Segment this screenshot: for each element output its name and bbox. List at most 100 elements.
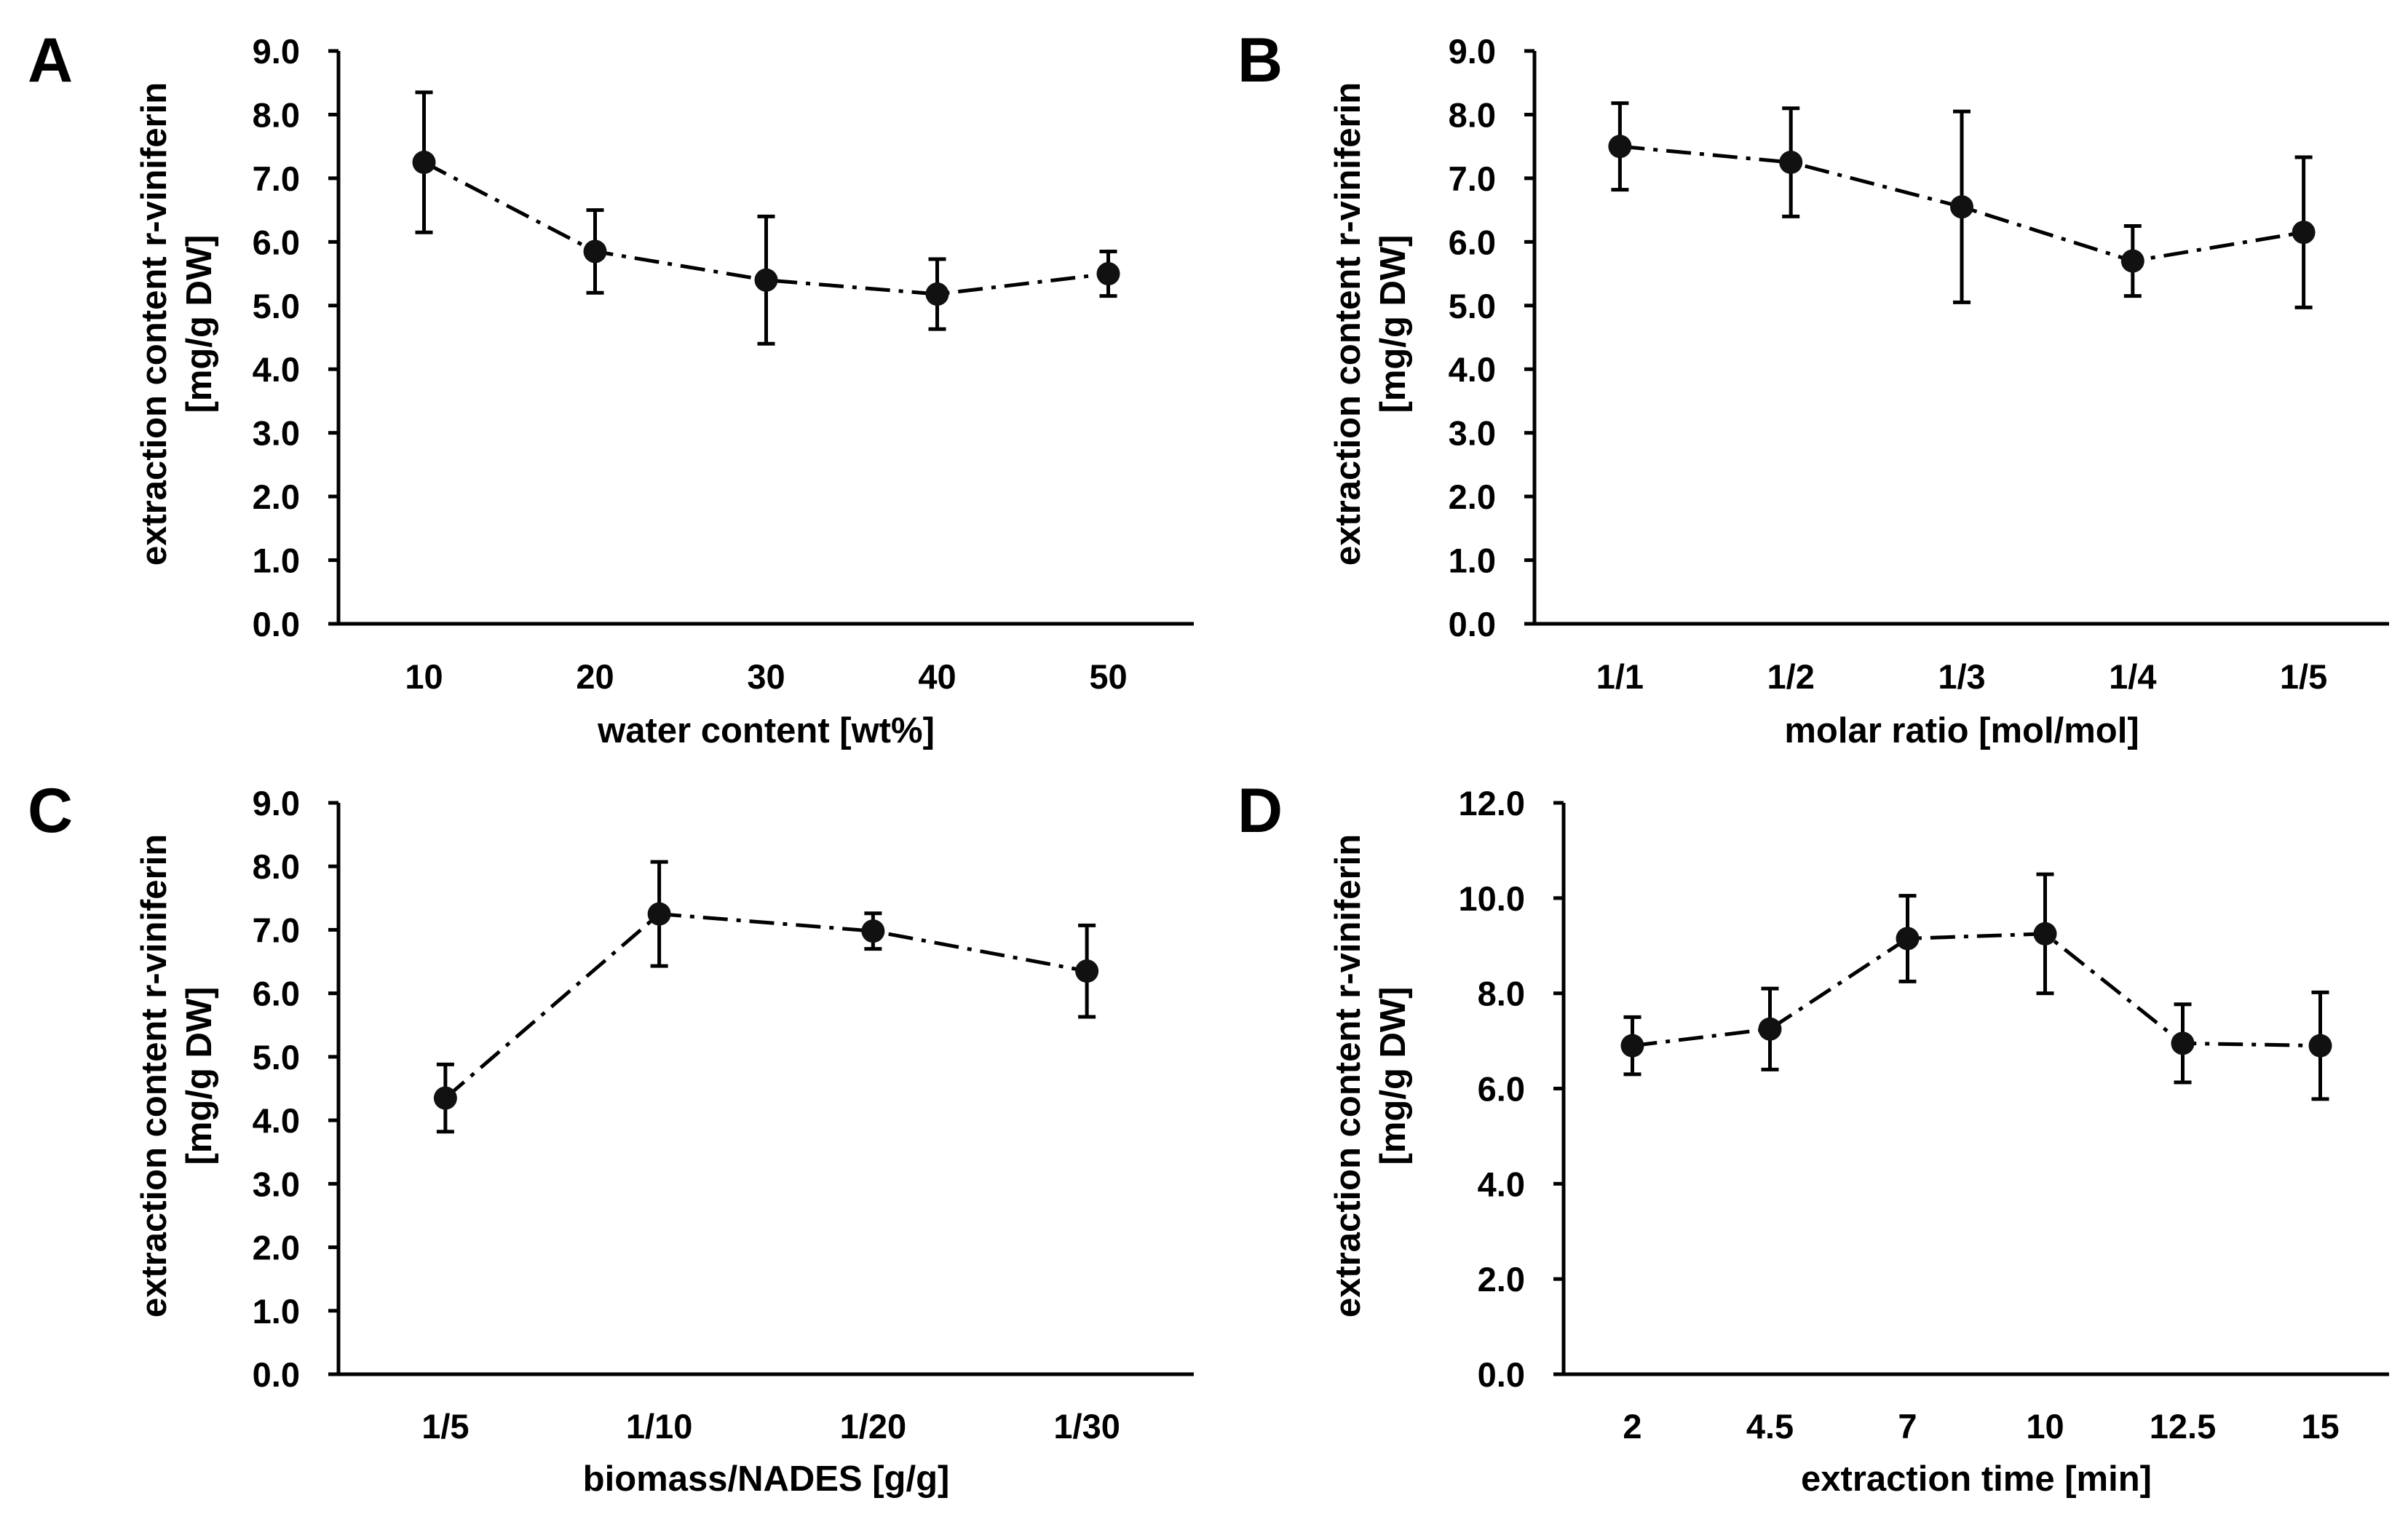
series-line [1632,932,2321,1048]
y-tick-label: 2.0 [1478,1260,1525,1299]
series-line [444,912,1088,1100]
y-tick-label: 12.0 [1459,784,1525,823]
y-axis-title-line: extraction content r-viniferin [135,82,174,566]
data-point [2033,921,2057,946]
x-tick-label: 7 [1898,1407,1917,1446]
data-point [2171,1031,2195,1055]
y-tick-label: 8.0 [253,847,300,886]
x-axis-title: extraction time [min] [1801,1459,2152,1499]
x-tick-label: 1/10 [626,1407,692,1446]
y-tick-label: 0.0 [1449,605,1496,643]
y-tick-label: 4.0 [253,350,300,389]
x-tick-label: 1/4 [2109,657,2156,696]
y-tick-label: 5.0 [1449,287,1496,325]
x-tick-label: 50 [1089,657,1127,696]
data-point [1950,195,1973,219]
x-tick-label: 1/1 [1596,657,1644,696]
y-tick-label: 1.0 [253,542,300,580]
panel-letter: A [28,25,73,95]
data-point [925,282,949,306]
y-tick-label: 10.0 [1459,879,1525,918]
x-tick-label: 40 [918,657,956,696]
data-point [861,919,885,943]
y-tick-label: 2.0 [1449,477,1496,516]
y-tick-label: 4.0 [1478,1165,1525,1203]
y-tick-label: 1.0 [1449,542,1496,580]
y-tick-label: 6.0 [253,223,300,261]
y-tick-label: 7.0 [1449,159,1496,198]
data-point [2292,221,2316,245]
y-tick-label: 6.0 [253,975,300,1013]
x-tick-label: 1/30 [1053,1407,1120,1446]
y-tick-label: 4.0 [253,1101,300,1140]
x-tick-label: 15 [2301,1407,2339,1446]
y-axis-title: extraction content r-viniferin [mg/g DW] [1328,834,1413,1317]
y-tick-label: 0.0 [253,605,300,643]
data-point [1896,927,1920,951]
y-tick-label: 9.0 [253,784,300,823]
y-tick-label: 3.0 [1449,414,1496,453]
x-tick-label: 4.5 [1746,1407,1794,1446]
y-tick-label: 7.0 [253,911,300,949]
y-tick-label: 0.0 [1478,1355,1525,1394]
y-axis-title-line: [mg/g DW] [1374,235,1413,413]
x-tick-label: 1/3 [1938,657,1985,696]
x-tick-label: 1/5 [2280,657,2327,696]
data-point [583,239,607,263]
x-axis-title: biomass/NADES [g/g] [583,1459,950,1499]
y-tick-label: 4.0 [1449,350,1496,389]
y-tick-label: 5.0 [253,287,300,325]
x-axis-title: molar ratio [mol/mol] [1784,711,2139,750]
data-point [433,1086,457,1110]
y-axis-title-line: [mg/g DW] [1374,987,1413,1165]
data-point [2120,249,2144,273]
x-tick-label: 20 [576,657,614,696]
y-tick-label: 8.0 [1478,975,1525,1013]
data-point [1608,135,1632,159]
data-point [1758,1017,1782,1041]
x-tick-label: 10 [405,657,443,696]
x-tick-label: 10 [2026,1407,2064,1446]
y-axis-title-line: [mg/g DW] [180,235,219,413]
y-tick-label: 3.0 [253,414,300,453]
y-tick-label: 8.0 [253,95,300,134]
panel-letter: B [1237,25,1283,95]
y-axis-title: extraction content r-viniferin [mg/g DW] [1328,82,1413,566]
data-point [412,151,436,175]
series-line [423,160,1109,296]
y-tick-label: 6.0 [1449,223,1496,261]
data-point [647,902,671,926]
x-tick-label: 2 [1623,1407,1641,1446]
y-axis-title-line: extraction content r-viniferin [1328,82,1368,566]
y-tick-label: 7.0 [253,159,300,198]
y-tick-label: 9.0 [253,32,300,71]
panel-letter: D [1237,776,1283,846]
y-tick-label: 1.0 [253,1292,300,1331]
x-tick-label: 1/5 [421,1407,469,1446]
y-tick-label: 2.0 [253,477,300,516]
data-point [754,268,778,292]
y-tick-label: 5.0 [253,1038,300,1077]
data-point [1075,959,1099,983]
data-point [1096,262,1120,286]
x-tick-label: 1/2 [1767,657,1815,696]
x-axis-title: water content [wt%] [597,711,935,750]
x-tick-label: 1/20 [840,1407,906,1446]
y-axis-title-line: extraction content r-viniferin [1328,834,1368,1317]
x-tick-label: 12.5 [2150,1407,2216,1446]
x-tick-label: 30 [747,657,785,696]
y-tick-label: 6.0 [1478,1070,1525,1109]
y-tick-label: 2.0 [253,1229,300,1267]
y-tick-label: 0.0 [253,1355,300,1394]
y-axis-title: extraction content r-viniferin [mg/g DW] [135,82,219,566]
data-point [2308,1034,2332,1058]
y-axis-title-line: [mg/g DW] [180,987,219,1165]
y-axis-title-line: extraction content r-viniferin [135,834,174,1317]
y-tick-label: 9.0 [1449,32,1496,71]
panel-letter: C [28,776,73,846]
